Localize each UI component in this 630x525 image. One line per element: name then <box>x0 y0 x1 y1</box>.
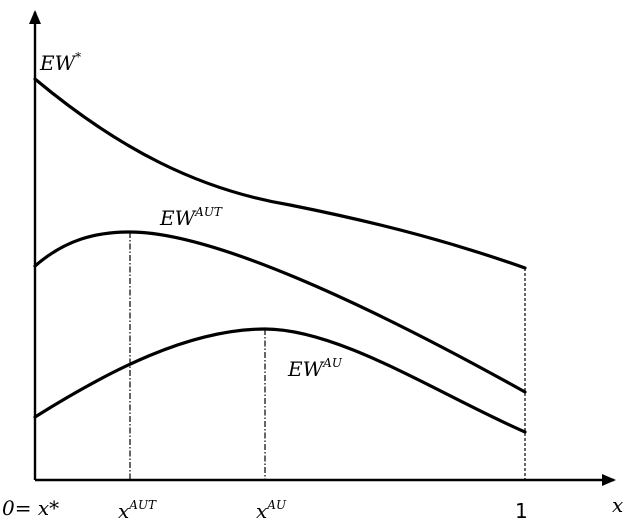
ew-aut-label: EWAUT <box>159 205 223 230</box>
ew-au-curve <box>33 327 527 434</box>
ew-star-label: EW* <box>39 50 81 75</box>
x-aut-tick-label: xAUT <box>118 498 157 523</box>
x-axis-label: x <box>612 493 623 517</box>
ew-star-curve <box>33 77 527 270</box>
ew-aut-curve <box>33 230 527 394</box>
x-au-tick-label: xAU <box>256 498 287 523</box>
ew-au-label: EWAU <box>287 356 343 381</box>
origin-tick-label: 0= x* <box>2 496 59 520</box>
one-tick-label: 1 <box>515 499 528 523</box>
